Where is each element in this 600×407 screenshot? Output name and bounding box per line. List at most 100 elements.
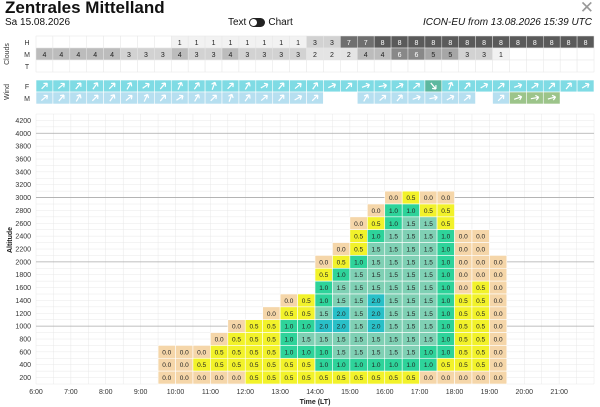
wind-arrow-icon — [361, 82, 371, 89]
heatmap-cell-value: 1.0 — [284, 349, 293, 356]
heatmap-cell-value: 1.5 — [319, 311, 328, 318]
heatmap-cell-value: 0.0 — [424, 375, 433, 382]
wind-arrow-icon — [244, 94, 251, 102]
x-tick-label: 10:00 — [167, 389, 185, 396]
cloud-cell-value: 4 — [93, 52, 97, 59]
cloud-cell — [458, 59, 476, 73]
heatmap-cell-value: 0.0 — [354, 221, 363, 228]
x-tick-label: 9:00 — [134, 389, 148, 396]
cloud-cell-value: 7 — [347, 40, 351, 47]
heatmap-cell-value: 0.0 — [162, 375, 171, 382]
heatmap-cell-value: 1.5 — [424, 272, 433, 279]
wind-arrow-icon — [41, 82, 48, 90]
cloud-cell-value: 5 — [448, 52, 452, 59]
heatmap-cell-value: 0.0 — [459, 259, 468, 266]
wind-arrow-icon — [194, 93, 200, 102]
heatmap-cell-value: 1.5 — [406, 298, 415, 305]
heatmap-cell-value: 1.5 — [406, 311, 415, 318]
heatmap-cell-value: 1.5 — [406, 234, 415, 241]
wind-section-label: Wind — [4, 84, 11, 100]
cloud-cell-value: 4 — [381, 52, 385, 59]
heatmap-cell-value: 1.5 — [406, 324, 415, 331]
heatmap-cell-value: 1.5 — [406, 285, 415, 292]
cloud-cell — [187, 59, 206, 73]
forecast-date: Sa 15.08.2026 — [5, 17, 71, 28]
cloud-cell-value: 3 — [465, 52, 469, 59]
cloud-cell-value: 3 — [144, 52, 148, 59]
heatmap-cell-value: 1.0 — [284, 337, 293, 344]
cloud-cell — [509, 59, 527, 73]
cloud-cell-value: 3 — [212, 52, 216, 59]
cloud-cell-value: 1 — [262, 40, 266, 47]
heatmap-cell-value: 0.5 — [372, 221, 381, 228]
heatmap-cell-value: 1.5 — [354, 272, 363, 279]
y-tick-label: 3400 — [15, 169, 31, 176]
heatmap-cell-value: 1.0 — [354, 362, 363, 369]
heatmap-cell-value: 0.0 — [197, 375, 206, 382]
cloud-cell — [103, 35, 121, 49]
cloud-cell-value: 5 — [431, 52, 435, 59]
cloud-cell — [52, 59, 71, 73]
heatmap-cell-value: 0.5 — [337, 259, 346, 266]
close-icon[interactable]: ✕ — [579, 0, 594, 17]
cloud-cell — [69, 59, 87, 73]
heatmap-cell-value: 1.0 — [441, 234, 450, 241]
heatmap-cell-value: 0.5 — [215, 349, 224, 356]
heatmap-cell-value: 0.5 — [249, 362, 258, 369]
heatmap-cell-value: 1.5 — [389, 234, 398, 241]
cloud-cell-value: 8 — [516, 40, 520, 47]
wind-arrow-icon — [446, 94, 455, 101]
heatmap-cell-value: 1.5 — [389, 311, 398, 318]
wind-arrow-icon — [125, 94, 133, 102]
heatmap-cell-value: 1.0 — [424, 362, 433, 369]
heatmap-cell-value: 1.0 — [441, 298, 450, 305]
cloud-cell-value: 8 — [415, 40, 419, 47]
toggle-switch[interactable] — [249, 18, 266, 27]
cloud-cell-value: 8 — [398, 40, 402, 47]
cloud-cell — [154, 59, 172, 73]
x-tick-label: 20:00 — [515, 389, 533, 396]
cloud-cell-value: 8 — [482, 40, 486, 47]
wind-arrow-icon — [497, 82, 505, 90]
heatmap-cell-value: 1.5 — [406, 272, 415, 279]
wind-cell — [576, 91, 595, 105]
heatmap-cell-value: 0.0 — [494, 285, 503, 292]
heatmap-cell-value: 1.0 — [441, 337, 450, 344]
heatmap-cell-value: 1.5 — [337, 337, 346, 344]
heatmap-cell-value: 0.0 — [494, 259, 503, 266]
wind-arrow-icon — [345, 82, 353, 90]
heatmap-cell-value: 1.5 — [372, 285, 381, 292]
heatmap-cell-value: 1.0 — [441, 324, 450, 331]
heatmap-cell-value: 1.5 — [406, 259, 415, 266]
wind-arrow-icon — [547, 94, 557, 101]
cloud-cell — [86, 59, 104, 73]
wind-arrow-icon — [513, 82, 523, 89]
heatmap-cell-value: 0.5 — [459, 362, 468, 369]
heatmap-cell-value: 1.5 — [372, 349, 381, 356]
heatmap-cell-value: 0.0 — [476, 375, 485, 382]
cloud-cell-value: 8 — [567, 40, 571, 47]
heatmap-cell-value: 0.5 — [232, 349, 241, 356]
cloud-cell — [120, 59, 138, 73]
toggle-chart-label: Chart — [268, 17, 293, 28]
heatmap-cell-value: 0.0 — [476, 259, 485, 266]
view-toggle[interactable]: Text Chart — [228, 17, 293, 28]
heatmap-cell-value: 0.5 — [476, 324, 485, 331]
heatmap-cell-value: 0.5 — [249, 337, 258, 344]
heatmap-cell-value: 0.0 — [337, 247, 346, 254]
heatmap-cell-value: 0.5 — [249, 324, 258, 331]
cloud-cell — [35, 59, 54, 73]
cloud-cell — [559, 47, 578, 61]
heatmap-cell-value: 1.5 — [389, 272, 398, 279]
heatmap-cell-value: 0.0 — [180, 362, 189, 369]
cloud-cell-value: 8 — [431, 40, 435, 47]
wind-row-label: F — [25, 84, 29, 91]
heatmap-cell-value: 0.0 — [319, 259, 328, 266]
heatmap-cell-value: 1.5 — [424, 324, 433, 331]
heatmap-cell-value: 0.5 — [354, 247, 363, 254]
wind-arrow-icon — [463, 94, 471, 102]
heatmap-cell-value: 1.5 — [424, 234, 433, 241]
y-tick-label: 400 — [19, 362, 31, 369]
cloud-cell-value: 4 — [43, 52, 47, 59]
cloud-cell — [120, 35, 138, 49]
